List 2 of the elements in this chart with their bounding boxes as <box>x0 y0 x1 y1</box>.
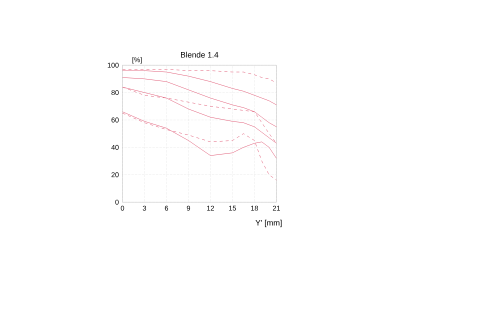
x-axis-title: Y' [mm] <box>255 220 282 228</box>
chart-title: Blende 1.4 <box>181 52 218 58</box>
